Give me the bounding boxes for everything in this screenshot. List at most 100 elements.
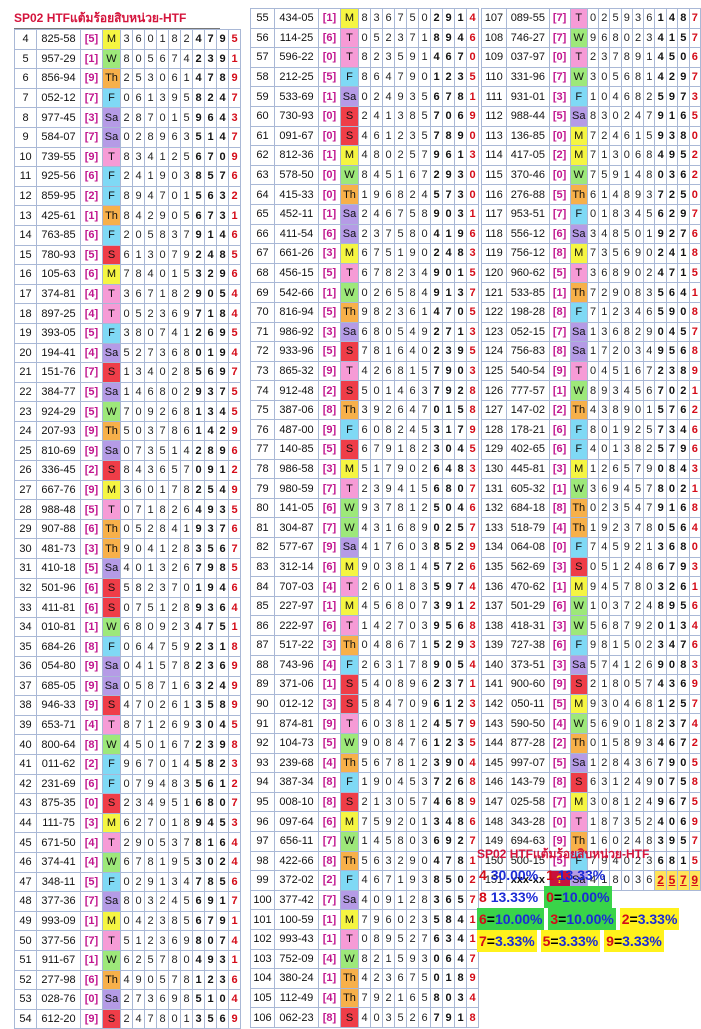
sequence-digit: 7 — [643, 674, 656, 695]
sequence-digit: 6 — [442, 948, 455, 970]
sequence-digit: 6 — [156, 989, 169, 1010]
day-badge: T — [569, 8, 588, 29]
sequence-digit: 5 — [180, 146, 193, 168]
statistic-percent: 3.33% — [637, 911, 678, 927]
sequence-digit: 9 — [654, 341, 667, 362]
sequence-digit: 8 — [192, 930, 205, 951]
sequence-digit: 9 — [406, 66, 419, 88]
day-badge: Th — [569, 517, 588, 539]
draw-number: 59 — [250, 86, 275, 107]
sequence-digit: 9 — [665, 86, 679, 107]
sequence-digit: 3 — [144, 420, 157, 442]
sequence-digit: 0 — [216, 146, 229, 168]
sequence-digit: 5 — [394, 948, 407, 970]
draw-code: 540-54 — [505, 360, 550, 382]
sequence-digit: 9 — [665, 752, 679, 774]
day-badge: Sa — [102, 342, 121, 364]
draw-number: 60 — [250, 105, 275, 127]
sequence-digit: 8 — [466, 399, 479, 421]
sequence-digit: 8 — [418, 203, 431, 225]
key-digit: [6] — [80, 518, 103, 540]
sequence-digit: 4 — [168, 518, 181, 540]
statistics-row: 6=10.00% 3=10.00% 2=3.33% — [477, 908, 697, 930]
sequence-digit: 0 — [180, 577, 193, 599]
table-row: 69 542-66 [1] W 0 2 6 5 8 4 9 1 3 7 — [250, 282, 479, 303]
sequence-digit: 6 — [382, 360, 395, 382]
sequence-digit: 2 — [586, 47, 600, 68]
sequence-digit: 1 — [406, 478, 419, 499]
sequence-digit: 1 — [358, 184, 371, 205]
draw-number: 53 — [14, 989, 37, 1010]
draw-number: 112 — [481, 105, 507, 127]
draw-code: 091-67 — [274, 125, 319, 147]
sequence-digit: 1 — [442, 693, 455, 715]
day-badge: F — [569, 301, 588, 323]
sequence-digit: 9 — [370, 987, 383, 1009]
sequence-digit: 9 — [631, 732, 645, 754]
sequence-digit: 4 — [631, 301, 645, 323]
sequence-digit: 1 — [144, 87, 157, 109]
sequence-digit: 5 — [144, 224, 157, 246]
sequence-digit: 0 — [204, 714, 217, 736]
table-row: 59 533-69 [1] Sa 0 2 4 9 3 5 6 7 8 1 — [250, 86, 479, 107]
draw-code: 025-58 — [505, 791, 550, 813]
sequence-digit: 9 — [228, 68, 241, 89]
sequence-digit: 9 — [430, 145, 443, 166]
day-badge: T — [340, 47, 359, 68]
sequence-digit: 9 — [228, 656, 241, 677]
draw-code: 387-06 — [274, 399, 319, 421]
statistic-percent: 13.33% — [490, 889, 539, 905]
sequence-digit: 6 — [620, 86, 633, 107]
sequence-digit: 0 — [586, 203, 600, 225]
sequence-digit: 0 — [382, 321, 395, 343]
sequence-digit: 8 — [394, 713, 407, 734]
table-row: 54 612-20 [9] S 2 4 7 8 0 1 3 5 6 9 — [14, 1008, 241, 1029]
sequence-digit: 9 — [358, 556, 371, 578]
sequence-digit: 7 — [430, 125, 443, 147]
sequence-digit: 9 — [609, 478, 622, 499]
draw-number: 30 — [14, 538, 37, 560]
sequence-digit: 3 — [216, 185, 229, 207]
sequence-digit: 1 — [466, 203, 479, 225]
table-row: 39 653-71 [4] T 8 7 1 2 6 9 3 0 4 5 — [14, 714, 241, 736]
statistics-panel: SP02 HTFแต้มร้อยสิบหน่วย-HTF 4 30.00% 1 … — [477, 844, 697, 952]
day-badge: Th — [569, 184, 588, 205]
sequence-digit: 2 — [144, 205, 157, 226]
sequence-digit: 6 — [216, 538, 229, 560]
sequence-digit: 2 — [192, 244, 205, 266]
day-badge: W — [102, 48, 121, 70]
sequence-digit: 3 — [430, 889, 443, 911]
sequence-digit: 5 — [609, 537, 622, 558]
statistics-row: 7=3.33% 5=3.33% 9=3.33% — [477, 930, 697, 952]
draw-number: 29 — [14, 518, 37, 540]
draw-code: 239-68 — [274, 752, 319, 774]
draw-code: 730-93 — [274, 105, 319, 127]
sequence-digit: 3 — [665, 419, 679, 441]
sequence-digit: 4 — [654, 811, 667, 832]
sequence-digit: 3 — [156, 558, 169, 579]
sequence-digit: 8 — [406, 517, 419, 539]
table-row: 104 380-24 [1] Th 4 2 3 6 7 5 0 1 8 9 — [250, 968, 479, 989]
sequence-digit: 3 — [144, 891, 157, 912]
sequence-digit: 6 — [466, 556, 479, 578]
sequence-digit: 5 — [180, 851, 193, 873]
sequence-digit: 3 — [454, 164, 467, 186]
sequence-digit: 5 — [156, 969, 169, 991]
key-digit: [7] — [548, 27, 571, 49]
sequence-digit: 6 — [168, 734, 181, 755]
day-badge: Sa — [102, 381, 121, 403]
sequence-digit: 3 — [132, 362, 145, 383]
sequence-digit: 5 — [586, 713, 600, 734]
sequence-digit: 6 — [643, 301, 656, 323]
sequence-digit: 7 — [156, 949, 169, 971]
draw-number: 77 — [250, 439, 275, 460]
table-row: 99 372-02 [2] F 4 6 7 1 9 3 8 5 0 2 — [250, 870, 479, 891]
sequence-digit: 4 — [394, 478, 407, 499]
day-badge: F — [102, 322, 121, 344]
day-badge: S — [340, 341, 359, 362]
sequence-digit: 1 — [609, 556, 622, 578]
sequence-digit: 5 — [156, 832, 169, 853]
sequence-digit: 5 — [228, 401, 241, 422]
draw-number: 7 — [14, 87, 37, 109]
day-badge: S — [340, 674, 359, 695]
